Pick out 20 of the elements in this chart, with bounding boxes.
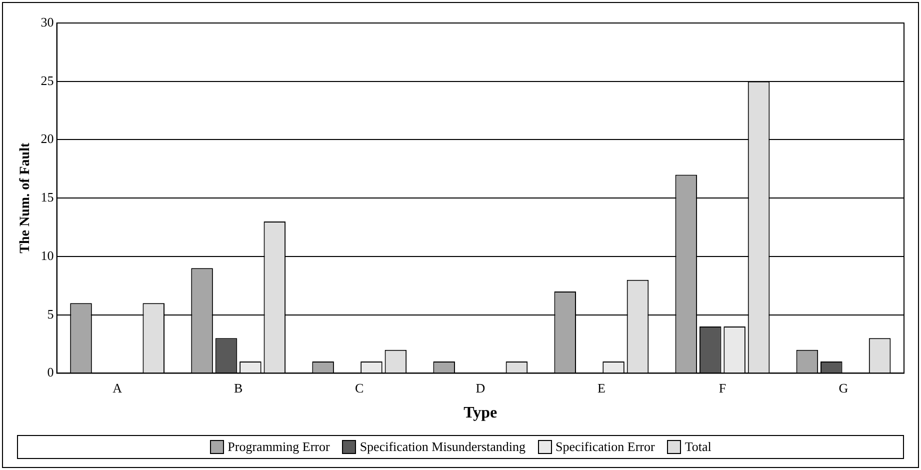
x-tick-label: A (112, 380, 123, 396)
y-tick-label: 0 (47, 364, 54, 380)
x-tick-label: F (718, 380, 726, 396)
y-tick-label: 10 (40, 248, 54, 263)
legend-label: Specification Error (556, 439, 655, 455)
y-tick-label: 30 (40, 14, 54, 30)
legend-label: Programming Error (228, 439, 330, 455)
x-axis-title: Type (464, 404, 498, 422)
y-tick-label: 5 (47, 306, 54, 322)
legend-label: Specification Misunderstanding (360, 439, 526, 455)
x-tick-label: E (597, 380, 606, 396)
x-tick-label: C (355, 380, 364, 396)
x-tick-label: B (234, 380, 244, 396)
y-tick-label: 20 (40, 131, 54, 146)
x-tick-label: D (476, 380, 486, 396)
y-axis-title: The Num. of Fault (18, 142, 34, 254)
x-tick-label: G (838, 380, 848, 396)
legend-label: Total (684, 439, 712, 455)
y-tick-label: 15 (40, 190, 54, 205)
y-tick-label: 25 (40, 72, 54, 88)
